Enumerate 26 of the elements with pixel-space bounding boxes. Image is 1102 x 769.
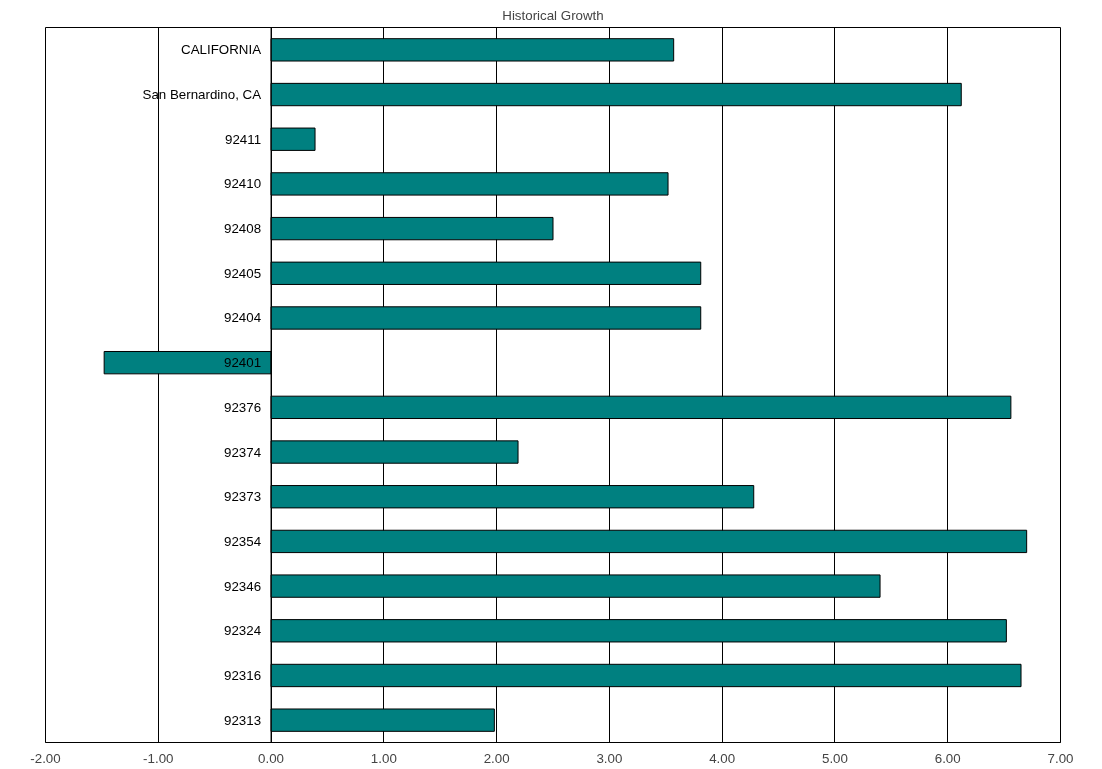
y-tick-label: 92411 bbox=[224, 131, 262, 147]
y-tick-label: 92373 bbox=[223, 489, 262, 505]
x-tick-label: -1.00 bbox=[143, 750, 174, 766]
x-tick-label: -2.00 bbox=[30, 750, 61, 766]
y-tick-label: 92313 bbox=[223, 712, 262, 728]
y-tick-label: 92408 bbox=[223, 221, 262, 237]
y-tick-label: 92324 bbox=[223, 623, 262, 639]
y-tick-label: 92405 bbox=[223, 265, 262, 281]
x-tick-label: 7.00 bbox=[1047, 750, 1074, 766]
x-tick-label: 1.00 bbox=[370, 750, 397, 766]
y-tick-label: 92354 bbox=[223, 533, 262, 549]
y-tick-label: 92404 bbox=[223, 310, 262, 326]
y-tick-label: 92346 bbox=[223, 578, 262, 594]
chart-title: Historical Growth bbox=[502, 7, 604, 23]
x-tick-label: 2.00 bbox=[483, 750, 510, 766]
y-tick-label: 92374 bbox=[223, 444, 262, 460]
x-tick-label: 3.00 bbox=[596, 750, 623, 766]
y-tick-label: 92376 bbox=[223, 399, 262, 415]
y-tick-label: 92401 bbox=[223, 355, 262, 371]
x-tick-label: 5.00 bbox=[821, 750, 848, 766]
x-tick-label: 6.00 bbox=[934, 750, 961, 766]
y-tick-label: 92410 bbox=[223, 176, 262, 192]
x-tick-label: 4.00 bbox=[709, 750, 736, 766]
x-tick-label: 0.00 bbox=[258, 750, 285, 766]
y-tick-label: 92316 bbox=[223, 667, 262, 683]
y-tick-label: CALIFORNIA bbox=[181, 42, 262, 58]
